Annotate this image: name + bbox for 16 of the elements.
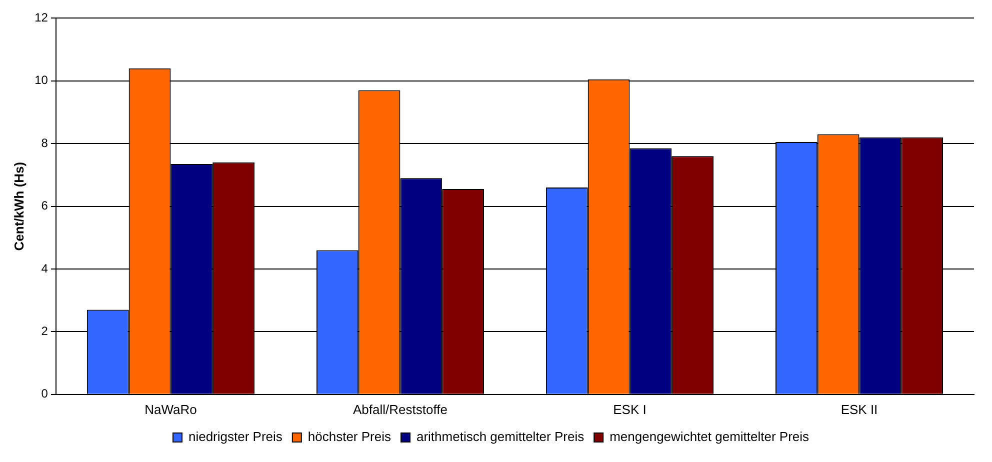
legend-label: höchster Preis bbox=[308, 429, 392, 444]
y-tick-label: 4 bbox=[41, 261, 48, 276]
y-tick-label: 8 bbox=[41, 136, 48, 150]
legend-label: arithmetisch gemittelter Preis bbox=[416, 429, 585, 444]
x-tick-label: ESK I bbox=[613, 402, 646, 417]
y-tick-label: 10 bbox=[34, 73, 48, 88]
y-tick-label: 0 bbox=[41, 386, 48, 401]
legend-label: mengengewichtet gemittelter Preis bbox=[610, 429, 810, 444]
y-tick-label: 6 bbox=[41, 198, 48, 213]
y-axis-title: Cent/kWh (Hs) bbox=[11, 162, 26, 251]
legend-label: niedrigster Preis bbox=[188, 429, 283, 444]
y-tick-label: 12 bbox=[34, 10, 48, 25]
y-tick-label: 2 bbox=[41, 324, 48, 338]
x-tick-label: ESK II bbox=[840, 402, 878, 417]
x-tick-label: Abfall/Reststoffe bbox=[353, 402, 448, 417]
x-tick-label: NaWaRo bbox=[144, 402, 197, 417]
